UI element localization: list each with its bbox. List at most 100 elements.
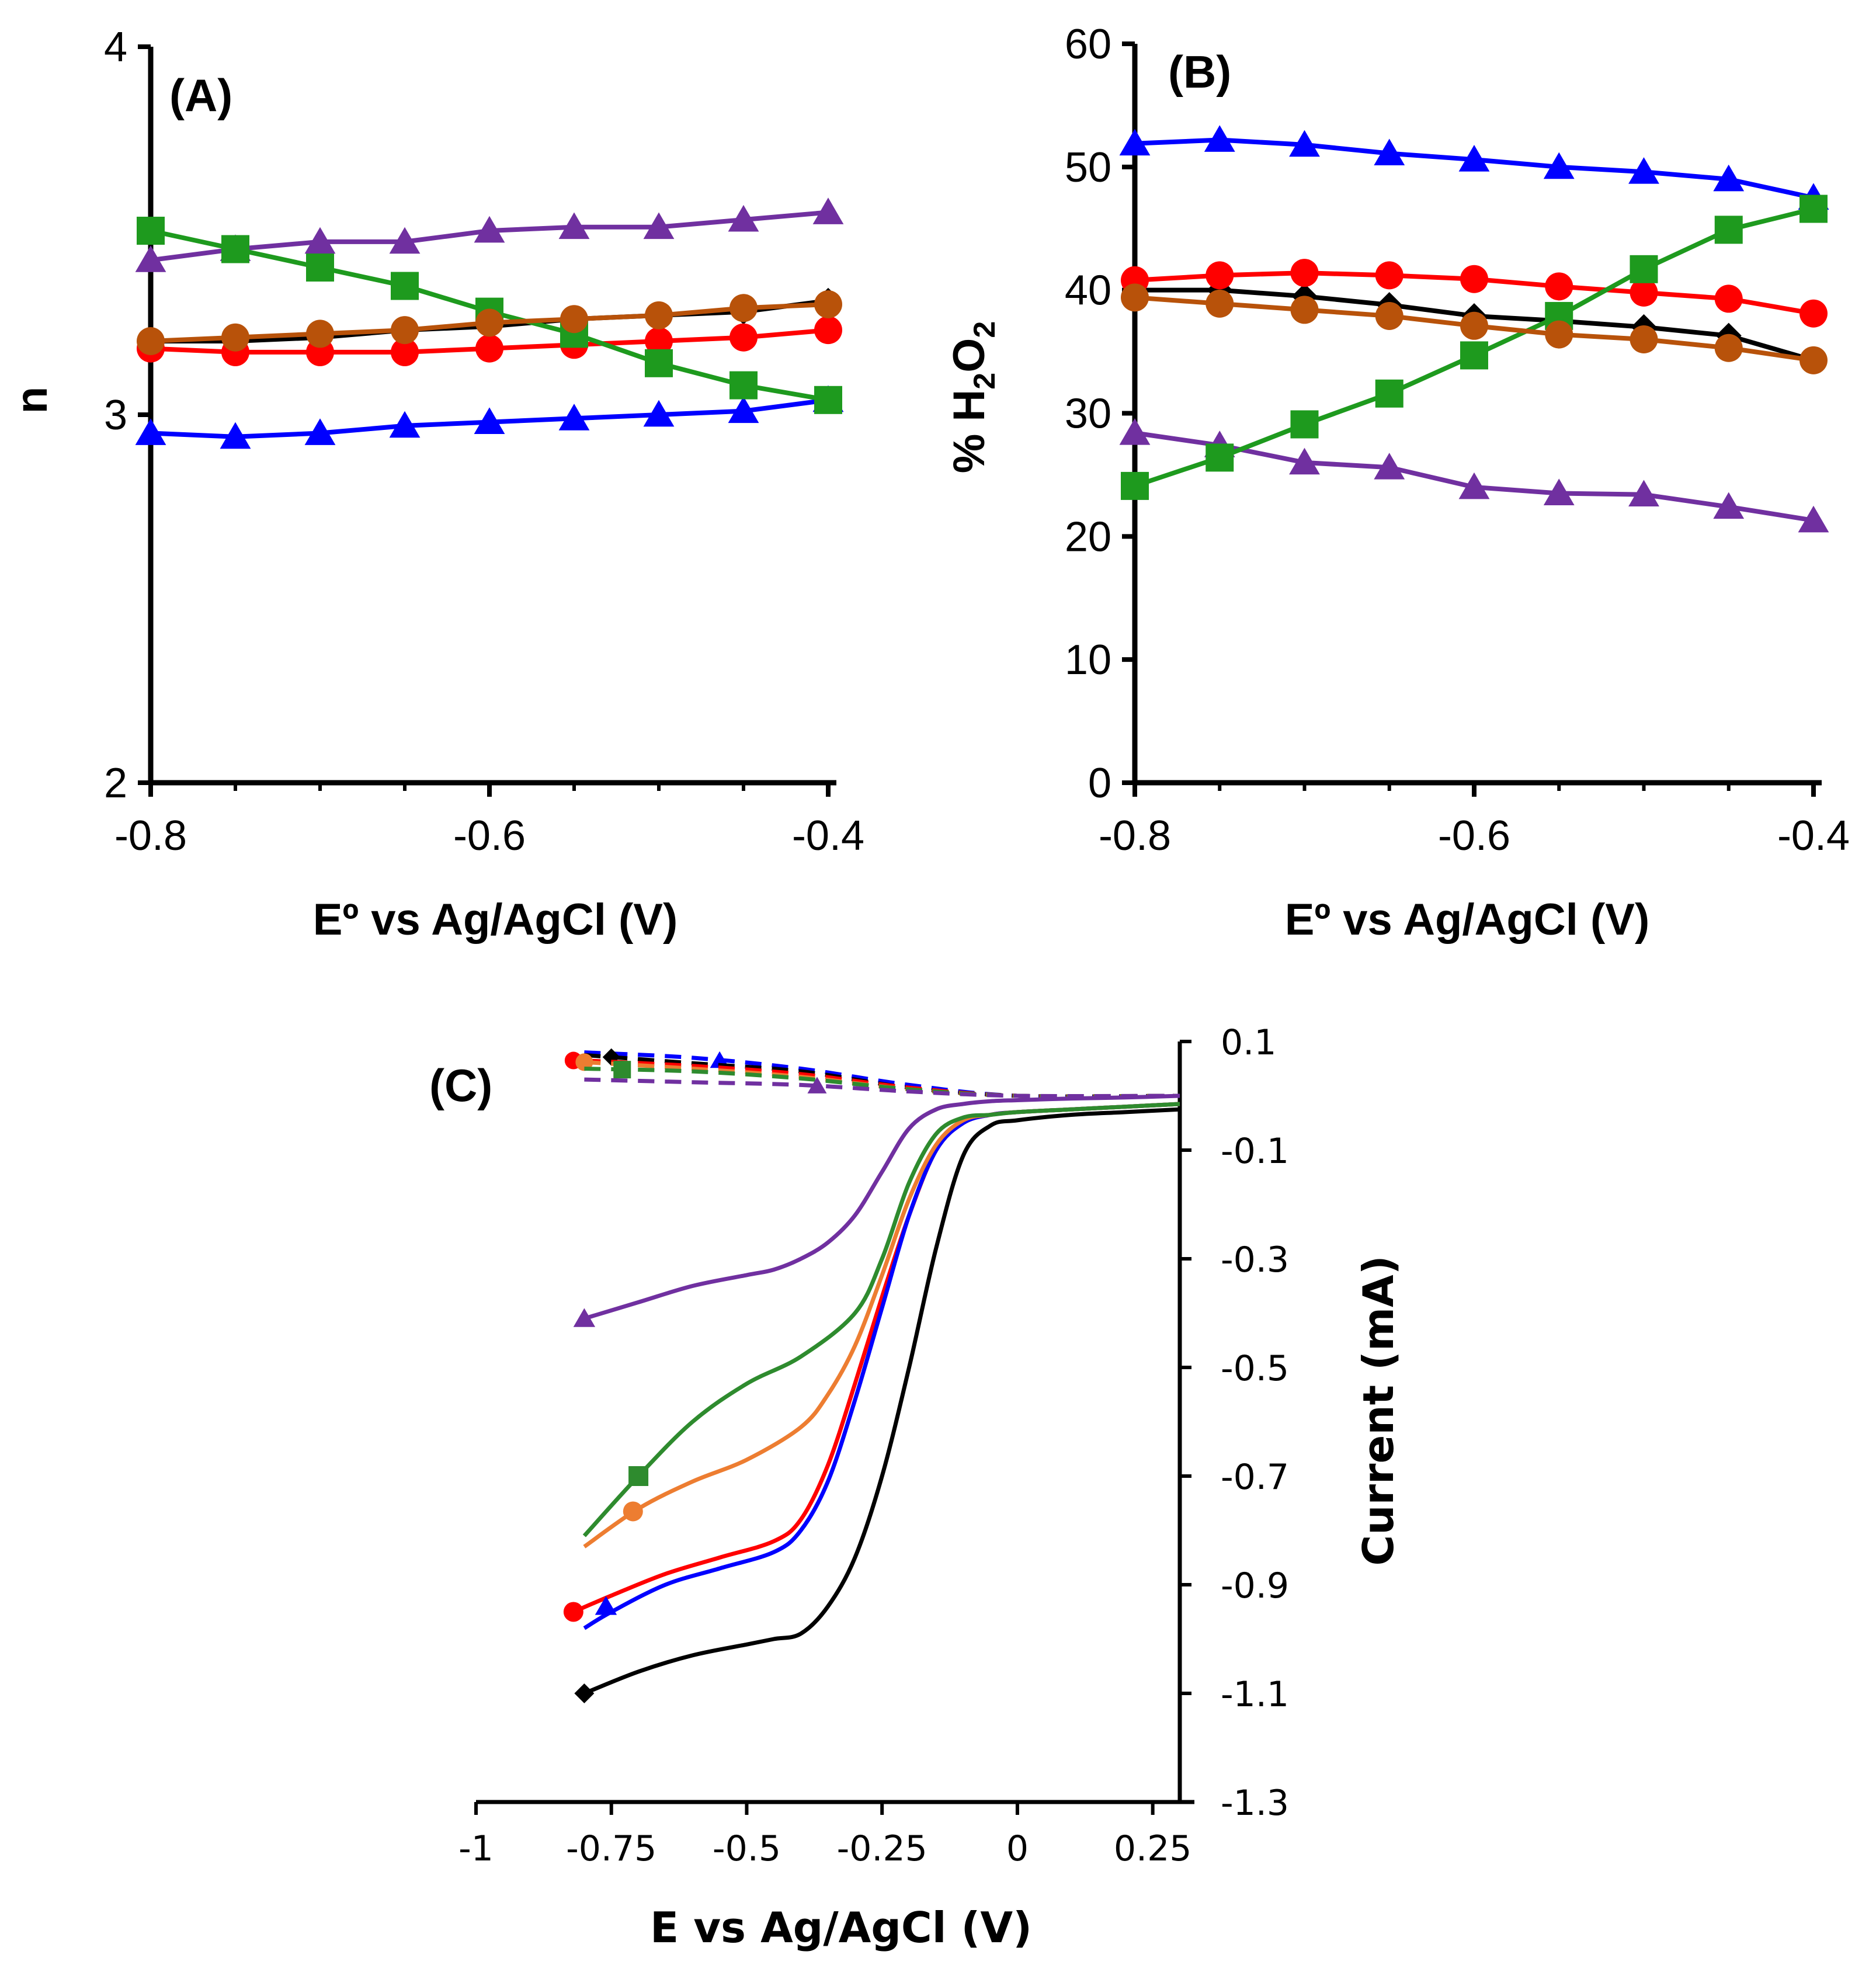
panel-a-xlabel: Eº vs Ag/AgCl (V) bbox=[313, 895, 678, 945]
data-point-purple bbox=[1628, 480, 1659, 507]
data-point-brown bbox=[1290, 296, 1319, 324]
y-tick-label: 3 bbox=[104, 392, 127, 439]
series-black bbox=[574, 1107, 1180, 1703]
data-point-red bbox=[563, 1602, 583, 1622]
data-point-red bbox=[645, 327, 673, 355]
data-point-blue bbox=[1119, 129, 1151, 156]
panel-a: (A) n Eº vs Ag/AgCl (V) bbox=[7, 70, 678, 945]
dashed-marker-orange bbox=[575, 1053, 593, 1071]
data-point-green bbox=[137, 217, 165, 245]
series-blue bbox=[135, 385, 844, 449]
data-point-red bbox=[1714, 284, 1743, 313]
data-point-blue bbox=[595, 1596, 617, 1615]
data-point-brown bbox=[1714, 334, 1743, 362]
series-line-purple bbox=[583, 1093, 1180, 1321]
data-point-green bbox=[1205, 443, 1234, 472]
x-tick-label: -0.4 bbox=[1777, 813, 1850, 859]
y-tick-label: 0 bbox=[1088, 760, 1111, 807]
data-point-blue bbox=[474, 407, 505, 434]
panel-b-label: (B) bbox=[1168, 46, 1231, 98]
data-point-green bbox=[1290, 410, 1319, 439]
data-point-green bbox=[306, 254, 334, 282]
chart-2: 0.1 -0.1 -0.3 -0.5 -0.7 -0.9 -1.1 -1.3 -1 -0.75 -0… bbox=[458, 1022, 1289, 1869]
data-point-green bbox=[1799, 195, 1828, 223]
panel-b-ylabel: % H2O2 bbox=[944, 321, 1002, 474]
data-point-green bbox=[1460, 341, 1488, 370]
dashed-line-red bbox=[584, 1058, 1180, 1099]
data-point-purple bbox=[812, 197, 844, 224]
data-point-blue bbox=[220, 422, 251, 449]
panel-a-label: (A) bbox=[169, 70, 232, 121]
data-point-red bbox=[1545, 272, 1573, 301]
data-point-orange bbox=[623, 1501, 643, 1522]
data-point-brown bbox=[306, 320, 334, 348]
y-tick-label: -0.7 bbox=[1221, 1457, 1289, 1498]
data-point-brown bbox=[560, 305, 588, 334]
data-point-brown bbox=[1375, 301, 1403, 330]
data-point-brown bbox=[645, 301, 673, 329]
data-point-red bbox=[1290, 259, 1319, 287]
data-point-blue bbox=[558, 404, 590, 430]
series-green bbox=[582, 1102, 1180, 1537]
data-point-green bbox=[645, 349, 673, 377]
dashed-line-purple bbox=[584, 1077, 1180, 1099]
data-point-blue bbox=[1628, 157, 1659, 184]
y-tick-label: 10 bbox=[1065, 637, 1111, 683]
data-point-blue bbox=[1543, 152, 1575, 179]
y-tick-label: -1.1 bbox=[1221, 1674, 1289, 1715]
data-point-brown bbox=[137, 327, 165, 355]
data-point-brown bbox=[1545, 320, 1573, 349]
data-point-green bbox=[1121, 471, 1149, 500]
data-point-purple bbox=[135, 245, 166, 272]
data-point-purple bbox=[643, 212, 675, 239]
data-point-blue bbox=[304, 418, 336, 445]
y-tick-label: 20 bbox=[1065, 513, 1111, 560]
series-blue bbox=[583, 1102, 1180, 1630]
data-point-purple bbox=[1713, 492, 1745, 519]
data-point-purple bbox=[728, 204, 759, 232]
data-point-brown bbox=[1630, 325, 1658, 353]
y-tick-label: 4 bbox=[104, 24, 127, 71]
data-point-brown bbox=[1460, 311, 1488, 340]
y-tick-label: -1.3 bbox=[1221, 1783, 1289, 1824]
data-point-red bbox=[814, 316, 842, 345]
data-point-green bbox=[814, 386, 842, 414]
data-point-blue bbox=[135, 418, 166, 445]
data-point-purple bbox=[1458, 472, 1490, 499]
x-tick-label: -0.75 bbox=[566, 1828, 656, 1869]
y-tick-label: -0.3 bbox=[1221, 1240, 1289, 1280]
series-brown bbox=[1121, 283, 1828, 374]
data-point-red bbox=[1205, 261, 1234, 290]
panel-b: (B) % H2O2 Eº vs Ag/AgCl (V) bbox=[944, 46, 1649, 945]
data-point-green bbox=[628, 1466, 649, 1486]
x-tick-label: -0.6 bbox=[1438, 813, 1510, 859]
y-tick-label: -0.1 bbox=[1221, 1131, 1289, 1172]
data-point-green bbox=[1714, 216, 1743, 244]
y-tick-label: 30 bbox=[1065, 391, 1111, 438]
data-point-brown bbox=[814, 290, 842, 318]
series-brown bbox=[137, 290, 842, 355]
data-point-brown bbox=[1799, 346, 1828, 374]
data-point-red bbox=[1630, 278, 1658, 307]
data-point-brown bbox=[475, 308, 503, 337]
x-tick-label: -1 bbox=[458, 1828, 494, 1869]
dashed-marker-purple bbox=[807, 1077, 827, 1093]
chart-0: 2 3 4 -0.8 -0.6 -0.4 bbox=[104, 24, 864, 859]
y-tick-label: 2 bbox=[104, 760, 127, 807]
y-tick-label: 40 bbox=[1065, 268, 1111, 314]
data-point-purple bbox=[1543, 478, 1575, 505]
data-point-green bbox=[221, 235, 249, 263]
data-point-purple bbox=[573, 1308, 596, 1327]
x-tick-label: -0.5 bbox=[713, 1828, 781, 1869]
data-point-blue bbox=[389, 411, 421, 438]
data-point-blue bbox=[728, 396, 759, 423]
data-point-red bbox=[475, 334, 503, 363]
series-line-blue bbox=[583, 1102, 1180, 1630]
series-blue bbox=[1119, 125, 1829, 210]
x-tick-label: -0.8 bbox=[114, 813, 187, 859]
panel-c: (C) Current (mA) E vs Ag/AgCl (V) bbox=[429, 1060, 1403, 1952]
data-point-blue bbox=[643, 400, 675, 427]
chart-1: 0 10 20 30 40 50 60 -0.8 -0.6 -0.4 bbox=[1065, 21, 1850, 859]
data-point-purple bbox=[1374, 453, 1405, 480]
